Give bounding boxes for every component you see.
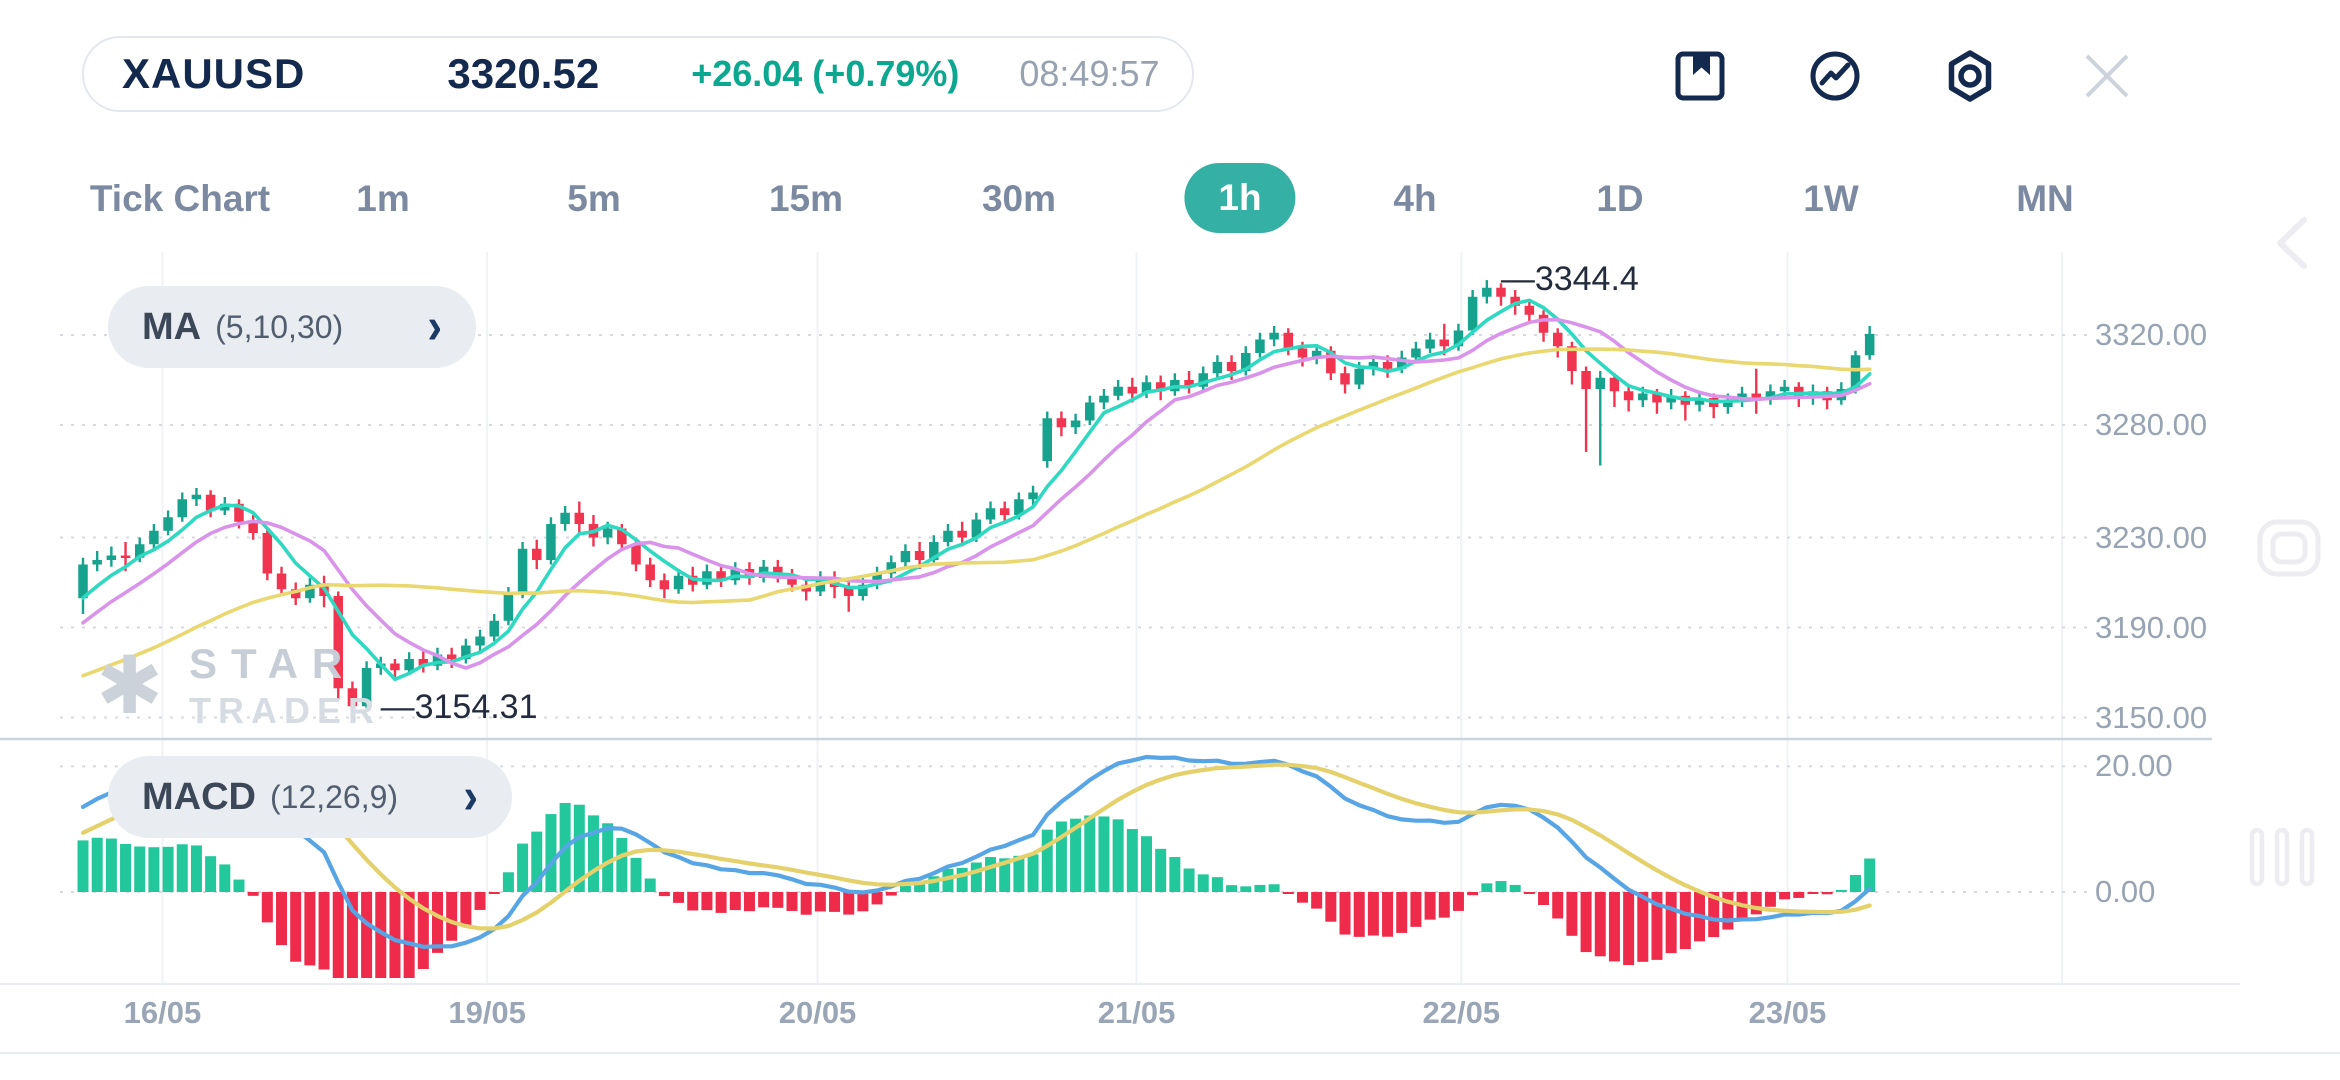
chevron-right-icon: › xyxy=(427,298,442,355)
low-price-annotation: —3154.31 xyxy=(380,687,538,726)
price-change: +26.04 (+0.79%) xyxy=(691,53,960,94)
price-axis-label: 3190.00 xyxy=(2095,609,2208,645)
chevron-right-icon: › xyxy=(463,768,478,825)
ma-indicator-button[interactable]: MA (5,10,30) › xyxy=(108,286,476,368)
timeframe-tab-4h[interactable]: 4h xyxy=(1393,178,1437,219)
timeframe-tab-30m[interactable]: 30m xyxy=(981,178,1057,219)
price-axis-label: 3280.00 xyxy=(2095,407,2208,442)
macd-params: (12,26,9) xyxy=(269,778,399,815)
high-price-annotation: —3344.4 xyxy=(1500,260,1639,299)
watermark-line2: TRADER xyxy=(189,690,382,731)
timeframe-tab-1d[interactable]: 1D xyxy=(1596,178,1644,219)
timeframe-tab-1m[interactable]: 1m xyxy=(356,178,410,219)
date-axis-label: 23/05 xyxy=(1748,995,1827,1030)
server-time: 08:49:57 xyxy=(1019,53,1160,94)
chevron-left-icon[interactable] xyxy=(2262,212,2324,274)
macd-axis-label: 0.00 xyxy=(2095,874,2156,909)
rounded-square-icon[interactable] xyxy=(2256,518,2324,578)
close-icon[interactable] xyxy=(2081,50,2133,102)
date-axis-label: 20/05 xyxy=(778,995,857,1030)
timeframe-tab-1h[interactable]: 1h xyxy=(1184,163,1296,233)
timeframe-tab-mn[interactable]: MN xyxy=(2016,178,2074,219)
timeframe-tab-5m[interactable]: 5m xyxy=(567,178,621,219)
price-axis-label: 3150.00 xyxy=(2095,699,2208,735)
star-logo-icon: ✱ xyxy=(96,641,164,730)
grip-bars-icon[interactable] xyxy=(2246,826,2318,888)
ma-params: (5,10,30) xyxy=(215,308,344,345)
ma-label: MA xyxy=(142,305,202,348)
macd-label: MACD xyxy=(142,775,256,818)
macd-indicator-button[interactable]: MACD (12,26,9) › xyxy=(108,756,512,838)
price-axis-label: 3320.00 xyxy=(2095,317,2208,352)
date-axis-label: 21/05 xyxy=(1097,995,1176,1030)
date-axis-label: 22/05 xyxy=(1422,995,1501,1030)
date-axis-label: 16/05 xyxy=(123,995,202,1030)
symbol-name: XAUUSD xyxy=(122,50,306,97)
settings-icon[interactable] xyxy=(1944,50,1996,102)
last-price: 3320.52 xyxy=(447,50,600,97)
timeframe-tab-tick-chart[interactable]: Tick Chart xyxy=(89,178,271,219)
timeframe-tab-15m[interactable]: 15m xyxy=(768,178,844,219)
broker-watermark: ✱ STAR TRADER xyxy=(96,640,381,732)
date-axis-label: 19/05 xyxy=(448,995,526,1030)
timeframe-tab-1w[interactable]: 1W xyxy=(1803,178,1859,219)
watermark-line1: STAR xyxy=(189,640,357,687)
macd-axis-label: 20.00 xyxy=(2095,748,2173,784)
bookmark-icon[interactable] xyxy=(1674,50,1726,102)
indicator-line-icon[interactable] xyxy=(1809,50,1861,102)
symbol-info-pill[interactable]: XAUUSD 3320.52 +26.04 (+0.79%) 08:49:57 xyxy=(82,36,1194,112)
price-axis-label: 3230.00 xyxy=(2095,519,2208,555)
